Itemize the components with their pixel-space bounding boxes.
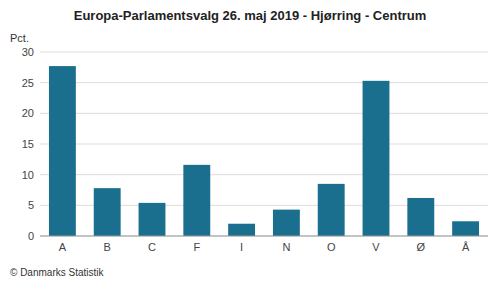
y-tick-label: 20 xyxy=(22,107,34,119)
x-tick-label: F xyxy=(193,241,200,253)
bar xyxy=(452,221,479,236)
bar xyxy=(407,198,434,236)
x-tick-label: N xyxy=(282,241,290,253)
bar xyxy=(183,165,210,236)
y-axis-label: Pct. xyxy=(10,32,29,44)
grid-line xyxy=(40,174,488,175)
y-tick-label: 0 xyxy=(28,230,34,242)
bar xyxy=(273,210,300,236)
grid-line xyxy=(40,113,488,114)
footer: © Danmarks Statistik xyxy=(10,267,105,278)
grid-line xyxy=(40,52,488,53)
x-axis-line xyxy=(40,236,488,237)
y-tick-label: 5 xyxy=(28,199,34,211)
x-tick-label: V xyxy=(372,241,380,253)
chart-container: Europa-Parlamentsvalg 26. maj 2019 - Hjø… xyxy=(0,0,500,282)
y-tick-label: 30 xyxy=(22,46,34,58)
bars xyxy=(49,66,479,236)
x-tick-label: I xyxy=(240,241,243,253)
chart-svg: Europa-Parlamentsvalg 26. maj 2019 - Hjø… xyxy=(0,0,500,282)
title: Europa-Parlamentsvalg 26. maj 2019 - Hjø… xyxy=(74,8,427,23)
bar xyxy=(228,224,255,236)
y-tick-label: 10 xyxy=(22,169,34,181)
x-tick-label: O xyxy=(327,241,336,253)
y-tick-label: 25 xyxy=(22,77,34,89)
bar xyxy=(49,66,76,236)
bar xyxy=(94,188,121,236)
x-tick-label: A xyxy=(59,241,67,253)
y-tick-label: 15 xyxy=(22,138,34,150)
bar xyxy=(139,203,166,236)
grid-line xyxy=(40,236,488,237)
x-tick-label: B xyxy=(104,241,111,253)
bar xyxy=(318,184,345,236)
x-tick-label: C xyxy=(148,241,156,253)
y-grid xyxy=(40,52,488,236)
grid-line xyxy=(40,82,488,83)
grid-line xyxy=(40,144,488,145)
x-tick-label: Å xyxy=(462,241,470,253)
bar xyxy=(363,81,390,236)
x-tick-label: Ø xyxy=(417,241,426,253)
